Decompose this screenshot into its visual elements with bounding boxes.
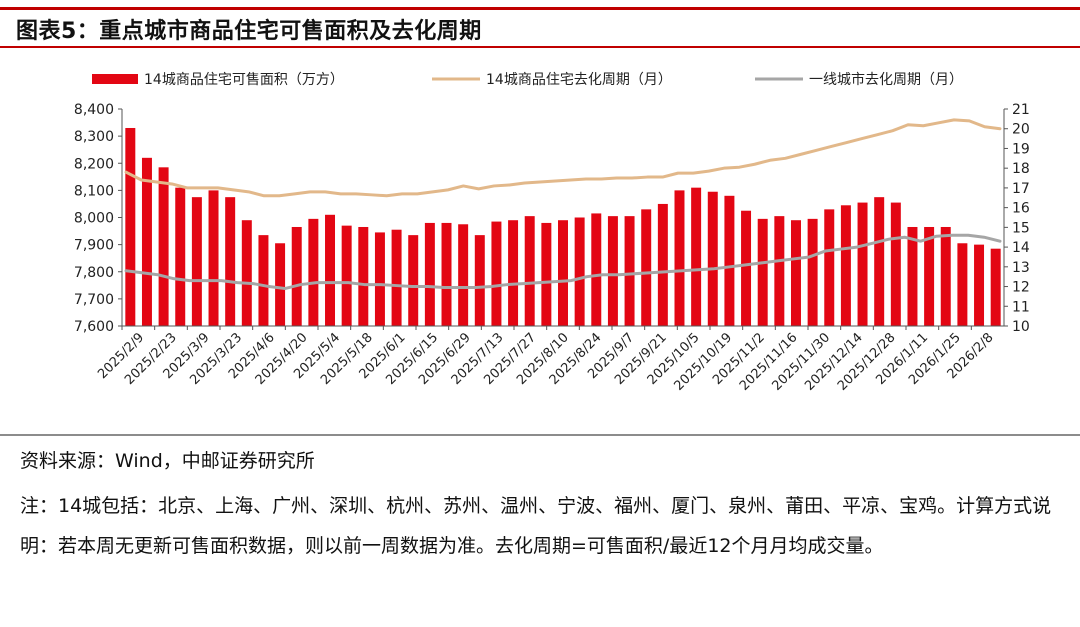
bar-20 [458,224,469,326]
right-tick-label-8: 18 [1012,161,1030,177]
line-series [124,118,1002,291]
right-tick-label-6: 16 [1012,201,1030,217]
chart-svg: 7,600 7,700 7,800 7,900 8,000 8,100 8,200 8,300… [74,71,1030,394]
bar-21 [474,235,485,326]
bar-11 [308,218,319,326]
bottom-rule [0,434,1080,436]
bar-49 [940,226,951,326]
left-tick-label-5: 8,100 [74,183,114,199]
bar-52 [990,248,1001,326]
right-tick-label-9: 19 [1012,141,1030,157]
bar-14 [358,226,369,326]
bar-13 [341,225,352,326]
bar-2 [158,167,169,326]
legend-tan-label: 14城商品住宅去化周期（月） [486,72,672,88]
bar-36 [724,195,735,326]
left-tick-label-6: 8,200 [74,156,114,172]
right-tick-label-10: 20 [1012,122,1030,138]
bar-15 [374,232,385,326]
bar-22 [491,221,502,326]
bar-23 [508,220,519,326]
bar-46 [890,202,901,326]
right-tick-label-7: 17 [1012,181,1030,197]
bar-6 [225,197,236,326]
left-tick-label-8: 8,400 [74,102,114,118]
source-text: 资料来源：Wind，中邮证券研究所 [20,450,315,472]
bar-32 [657,203,668,326]
left-tick-label-7: 8,300 [74,129,114,145]
bar-5 [208,190,219,327]
legend: 14城商品住宅可售面积（万方） 14城商品住宅去化周期（月） 一线城市去化周期（月） [92,71,963,88]
bar-9 [275,243,286,326]
bar-0 [125,127,136,327]
right-tick-label-4: 14 [1012,240,1030,256]
bar-30 [624,216,635,326]
bar-28 [591,213,602,326]
bar-25 [541,222,552,326]
bar-3 [175,187,186,326]
bar-47 [907,226,918,326]
bar-18 [424,222,435,326]
chart-title: 图表5：重点城市商品住宅可售面积及去化周期 [16,19,482,44]
right-tick-label-2: 12 [1012,280,1030,296]
bar-4 [191,197,202,326]
legend-bar-label: 14城商品住宅可售面积（万方） [144,72,344,88]
chart-area: 7,600 7,700 7,800 7,900 8,000 8,100 8,200 8,300… [0,50,1080,434]
line-14-city-cycle [124,118,1002,198]
bar-48 [924,226,935,326]
note-text: 注：14城包括：北京、上海、广州、深圳、杭州、苏州、温州、宁波、福州、厦门、泉州… [20,495,1052,557]
left-tick-label-4: 8,000 [74,211,114,227]
right-tick-label-0: 10 [1012,319,1030,335]
bar-38 [757,218,768,326]
right-tick-label-5: 15 [1012,220,1030,236]
left-tick-label-1: 7,700 [74,292,114,308]
top-rule [0,7,1080,10]
bar-12 [325,214,336,326]
bar-31 [641,209,652,326]
bar-1 [141,157,152,326]
bar-26 [558,220,568,326]
right-tick-label-1: 11 [1012,299,1030,315]
bar-19 [441,222,452,326]
bar-8 [258,235,269,326]
left-tick-label-3: 7,900 [74,238,114,254]
bar-44 [857,202,868,326]
bar-45 [874,197,885,326]
bar-16 [391,229,402,326]
bar-29 [607,216,618,326]
right-tick-label-3: 13 [1012,260,1030,276]
left-tick-label-0: 7,600 [74,319,114,335]
bar-series [125,127,1001,327]
bar-24 [524,216,535,326]
bar-7 [241,220,252,326]
legend-bar-swatch [92,74,138,84]
bar-10 [291,226,302,326]
line-tier1-cycle [124,233,1002,291]
bar-50 [957,243,968,326]
left-tick-label-2: 7,800 [74,265,114,281]
bar-41 [807,218,818,326]
bar-33 [674,190,685,327]
bar-37 [741,210,752,326]
right-tick-label-11: 21 [1012,102,1030,118]
bar-42 [824,209,835,326]
bar-34 [691,187,702,326]
legend-gray-label: 一线城市去化周期（月） [809,71,963,88]
bar-40 [790,220,801,326]
bar-51 [974,244,985,327]
bar-43 [840,205,851,326]
bar-39 [774,216,785,326]
bar-17 [408,235,419,326]
bar-27 [574,217,585,326]
title-rule [0,46,1080,48]
bar-35 [707,191,718,326]
